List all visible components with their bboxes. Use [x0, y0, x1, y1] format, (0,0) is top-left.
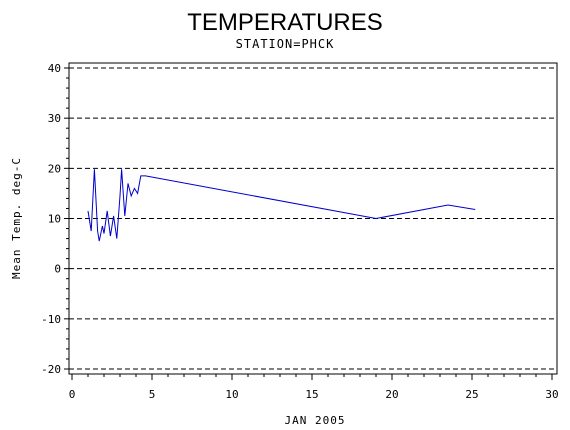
x-axis-label: JAN 2005 [285, 414, 346, 427]
y-tick-label: 40 [48, 62, 61, 75]
x-tick-label: 5 [149, 388, 156, 401]
y-tick-label: -10 [41, 313, 61, 326]
x-axis-ticks: 0 5 10 15 20 25 30 [69, 374, 559, 401]
y-tick-label: 10 [48, 213, 61, 226]
y-tick-label: -20 [41, 363, 61, 376]
x-tick-label: 10 [225, 388, 238, 401]
x-tick-label: 15 [305, 388, 318, 401]
y-axis-ticks: -20 -10 0 10 20 30 40 [41, 62, 69, 376]
x-tick-label: 30 [545, 388, 558, 401]
x-tick-label: 25 [465, 388, 478, 401]
grid-lines [69, 67, 557, 370]
x-tick-label: 0 [69, 388, 76, 401]
y-tick-label: 0 [54, 263, 61, 276]
chart-title: TEMPERATURES [187, 9, 383, 36]
y-axis-label: Mean Temp. deg-C [10, 157, 23, 279]
x-tick-label: 20 [385, 388, 398, 401]
series-line [87, 169, 476, 242]
y-tick-label: 30 [48, 112, 61, 125]
y-tick-label: 20 [48, 162, 61, 175]
chart-subtitle: STATION=PHCK [236, 37, 335, 51]
